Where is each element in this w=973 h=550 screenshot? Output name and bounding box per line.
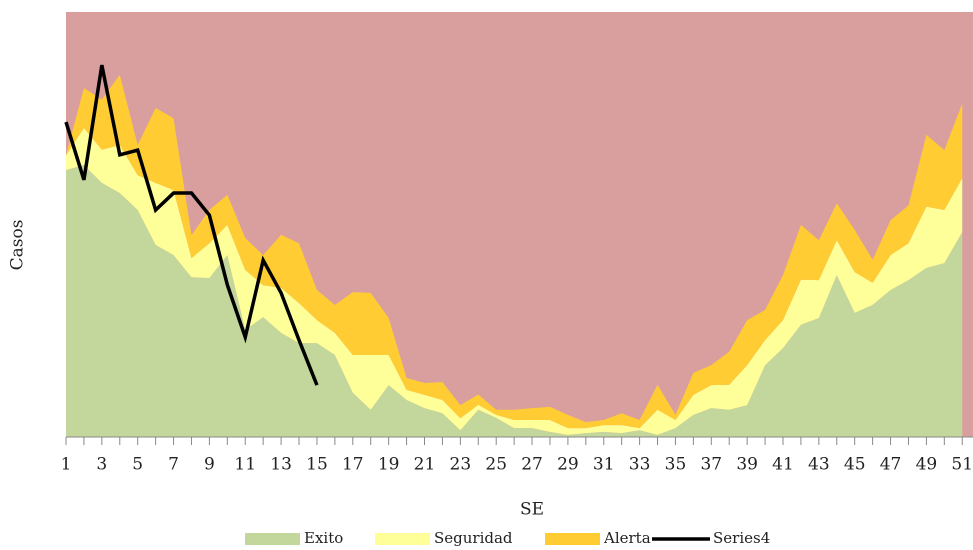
legend-swatch: [545, 533, 600, 545]
x-tick-label: 5: [132, 455, 143, 475]
area: [66, 74, 963, 429]
legend-label: Seguridad: [434, 529, 513, 547]
x-tick-label: 7: [168, 455, 179, 475]
x-tick-label: 21: [414, 455, 436, 475]
x-tick-label: 3: [96, 455, 107, 475]
area: [66, 165, 963, 437]
legend-label: Exito: [304, 529, 343, 547]
y-axis-label: Casos: [8, 220, 28, 271]
x-tick-label: 13: [270, 455, 292, 475]
x-tick-label: 15: [306, 455, 328, 475]
x-tick-label: 25: [485, 455, 507, 475]
area: [66, 128, 963, 435]
x-tick-label: 19: [378, 455, 400, 475]
line: [64, 64, 319, 386]
x-tick-label: 51: [951, 455, 973, 475]
legend-swatch: [245, 533, 300, 545]
legend-label: Series4: [713, 529, 770, 547]
x-tick-label: 33: [629, 455, 651, 475]
x-tick-label: 1: [61, 455, 72, 475]
x-tick-label: 49: [916, 455, 938, 475]
x-tick-label: 29: [557, 455, 579, 475]
x-tick-label: 35: [665, 455, 687, 475]
x-tick-label: 23: [450, 455, 472, 475]
x-tick-label: 31: [593, 455, 615, 475]
x-tick-label: 39: [736, 455, 758, 475]
x-tick-label: 11: [234, 455, 256, 475]
x-tick-label: 17: [342, 455, 364, 475]
x-tick-label: 45: [844, 455, 866, 475]
x-tick-label: 41: [772, 455, 794, 475]
x-tick-label: 37: [700, 455, 722, 475]
x-tick-label: 43: [808, 455, 830, 475]
x-tick-label: 9: [204, 455, 215, 475]
x-tick-label: 47: [880, 455, 902, 475]
x-tick-label: 27: [521, 455, 543, 475]
x-axis-label: SE: [520, 500, 544, 520]
legend-swatch: [375, 533, 430, 545]
legend-label: Alerta: [603, 529, 651, 547]
